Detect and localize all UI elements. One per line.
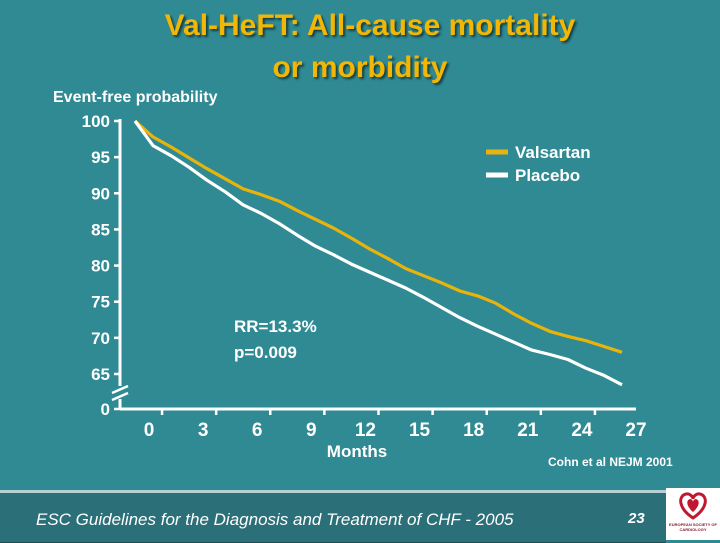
y-tick-label: 80 [91, 257, 110, 276]
y-tick-label: 0 [101, 400, 110, 419]
y-tick-label: 90 [91, 184, 110, 203]
x-tick-label: 9 [306, 420, 317, 441]
x-axis-title: Months [327, 442, 387, 461]
x-tick-label: 24 [571, 420, 593, 441]
source-citation: Cohn et al NEJM 2001 [548, 455, 673, 469]
page-number: 23 [628, 510, 645, 527]
y-tick-label: 75 [91, 293, 110, 312]
x-tick-label: 3 [198, 420, 209, 441]
x-tick-label: 15 [409, 420, 431, 441]
y-axis-title: Event-free probability [53, 89, 218, 106]
axis-break-mark [111, 384, 129, 395]
series-line-placebo [133, 120, 623, 387]
km-chart: 0 65 70 75 80 85 90 95 100 0 3 6 9 12 15 18 21 24 27 Event-… [53, 89, 673, 469]
x-tick-label: 12 [355, 420, 376, 441]
y-tick-label: 85 [91, 220, 110, 239]
slide-title-line2: or morbidity [272, 51, 448, 84]
y-tick-label: 100 [82, 112, 110, 131]
logo-caption: EUROPEAN SOCIETY OF CARDIOLOGY [669, 522, 717, 532]
x-tick-label: 18 [463, 420, 484, 441]
x-tick-label: 27 [625, 420, 646, 441]
stats-annotation: p=0.009 [234, 343, 297, 362]
x-tick-label: 21 [517, 420, 539, 441]
esc-logo: EUROPEAN SOCIETY OF CARDIOLOGY [666, 488, 720, 540]
series-line-valsartan [133, 119, 623, 354]
legend-label-valsartan: Valsartan [515, 143, 591, 162]
footer-bar [0, 490, 666, 543]
axis-break-mark [111, 391, 129, 402]
y-tick-label: 65 [91, 365, 110, 384]
stats-annotation: RR=13.3% [234, 317, 317, 336]
legend-label-placebo: Placebo [515, 166, 580, 185]
heart-logo-icon [679, 492, 707, 520]
x-tick-label: 0 [144, 420, 155, 441]
y-tick-label: 70 [91, 329, 110, 348]
slide-title-line1: Val-HeFT: All-cause mortality [164, 9, 576, 42]
x-tick-label: 6 [252, 420, 263, 441]
y-tick-label: 95 [91, 148, 110, 167]
footer-text: ESC Guidelines for the Diagnosis and Tre… [36, 510, 514, 529]
